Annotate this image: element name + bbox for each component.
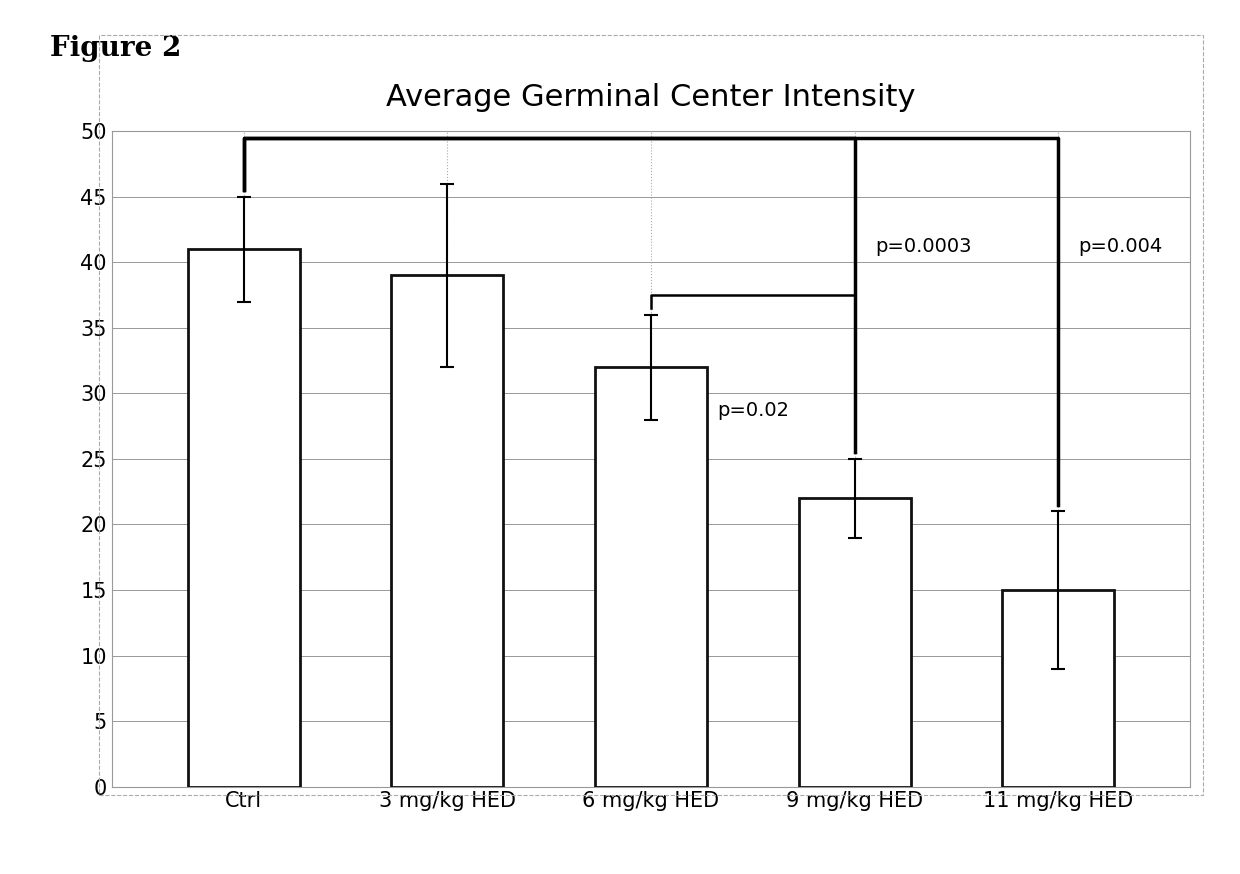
Text: p=0.0003: p=0.0003 (875, 237, 971, 256)
Text: p=0.02: p=0.02 (717, 400, 789, 420)
Title: Average Germinal Center Intensity: Average Germinal Center Intensity (386, 83, 916, 112)
Bar (188, 249, 300, 787)
Bar (595, 367, 707, 787)
Bar (392, 275, 503, 787)
Text: Figure 2: Figure 2 (50, 35, 181, 62)
Bar (1002, 590, 1114, 787)
Text: p=0.004: p=0.004 (1079, 237, 1163, 256)
Bar (799, 498, 910, 787)
